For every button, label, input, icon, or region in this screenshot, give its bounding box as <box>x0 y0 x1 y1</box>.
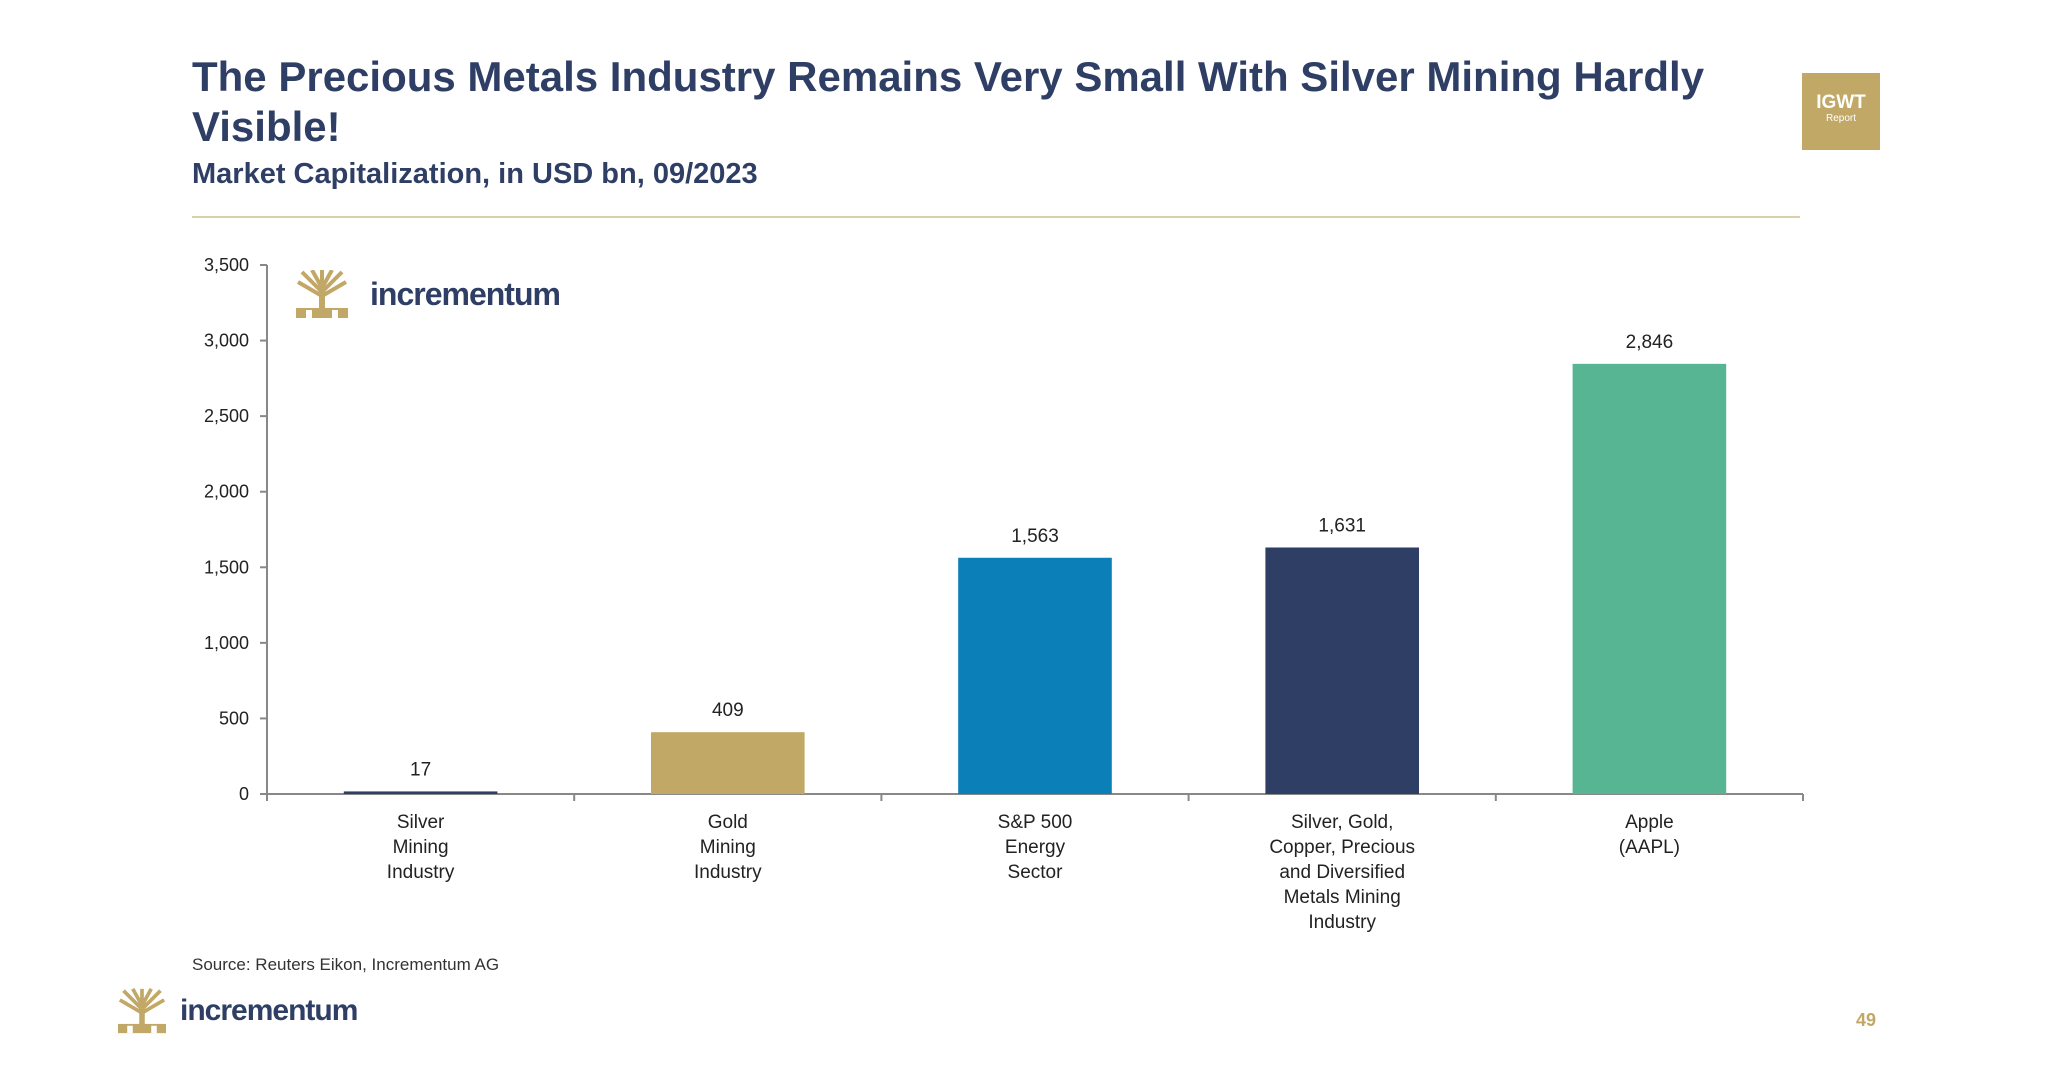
y-tick-label: 2,000 <box>204 482 249 502</box>
category-label: Apple <box>1625 812 1674 833</box>
bar <box>958 557 1112 794</box>
page-title: The Precious Metals Industry Remains Ver… <box>192 53 1705 150</box>
category-label: S&P 500 <box>998 812 1073 833</box>
y-tick-label: 3,500 <box>204 255 249 275</box>
footer-logo-text: incrementum <box>180 994 358 1027</box>
category-label: Copper, Precious <box>1269 837 1415 858</box>
category-label: Sector <box>1008 862 1064 883</box>
badge-main-text: IGWT <box>1816 92 1866 113</box>
y-tick-label: 1,500 <box>204 557 249 577</box>
data-label: 17 <box>410 759 431 780</box>
data-label: 1,631 <box>1318 515 1366 536</box>
y-tick-label: 3,000 <box>204 331 249 351</box>
category-label: and Diversified <box>1279 862 1405 883</box>
data-label: 409 <box>712 700 744 721</box>
chart-labels: 17 Silver Mining Industry 409 Gold Mining Indus… <box>387 332 1680 933</box>
y-tick-label: 0 <box>239 784 249 804</box>
data-label: 1,563 <box>1011 526 1059 547</box>
bar <box>1572 363 1727 794</box>
chart-watermark-logo: incrementum <box>296 270 561 318</box>
category-label: Industry <box>387 862 455 883</box>
data-label: 2,846 <box>1626 332 1674 353</box>
bar <box>343 791 498 794</box>
y-tick-label: 500 <box>219 708 249 728</box>
category-label: Mining <box>700 837 756 858</box>
category-label: Energy <box>1005 837 1066 858</box>
category-label: (AAPL) <box>1619 837 1680 858</box>
category-label: Industry <box>694 862 762 883</box>
source-note: Source: Reuters Eikon, Incrementum AG <box>192 955 500 974</box>
chart-logo-text: incrementum <box>370 275 561 312</box>
chart-subtitle: Market Capitalization, in USD bn, 09/202… <box>192 158 758 190</box>
page-number: 49 <box>1856 1010 1877 1030</box>
chart-axes: 0 500 1,000 1,500 2,000 2,500 3,000 3,500 <box>204 255 1804 804</box>
chart-bars <box>343 363 1727 794</box>
title-divider <box>192 216 1800 218</box>
category-label: Silver <box>397 812 445 833</box>
tree-logo-icon <box>118 988 166 1034</box>
badge-sub-text: Report <box>1825 113 1856 124</box>
category-label: Industry <box>1308 912 1376 933</box>
bar <box>1265 547 1419 794</box>
category-label: Metals Mining <box>1284 887 1401 908</box>
category-label: Mining <box>393 837 449 858</box>
bar <box>651 732 805 794</box>
category-label: Gold <box>708 812 748 833</box>
y-tick-label: 1,000 <box>204 633 249 653</box>
category-label: Silver, Gold, <box>1291 812 1393 833</box>
igwt-report-badge: IGWT Report <box>1802 73 1880 150</box>
y-tick-label: 2,500 <box>204 406 249 426</box>
tree-logo-icon <box>296 270 348 318</box>
footer-logo: incrementum <box>118 988 358 1034</box>
